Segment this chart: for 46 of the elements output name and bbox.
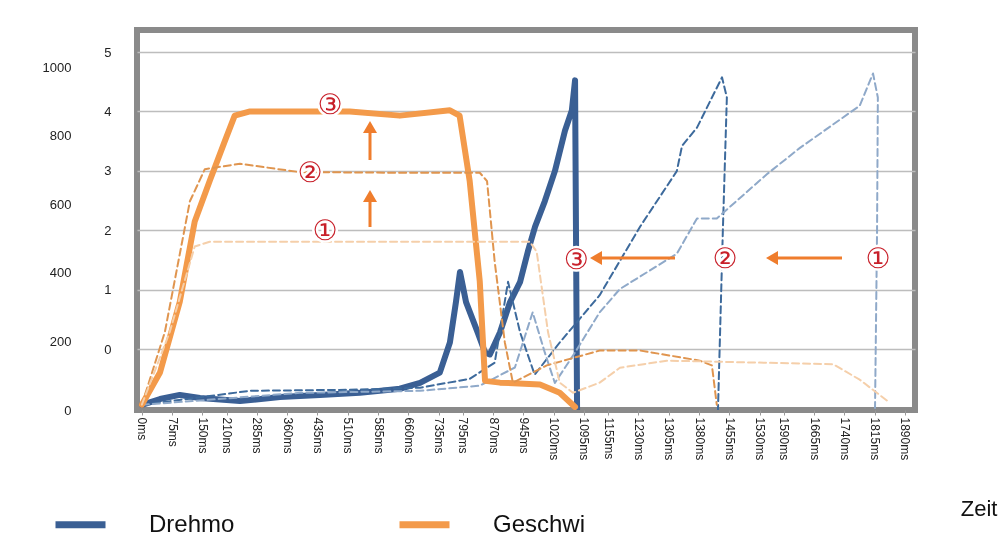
x-tick-label: 585ms [371, 417, 386, 454]
legend-label: Drehmo [149, 509, 235, 537]
line-series [140, 240, 891, 406]
y-tick-label: 1000 [42, 59, 72, 75]
x-tick-label: 1890ms [898, 417, 913, 461]
y2-tick-label: 4 [104, 103, 112, 119]
x-tick-label: 735ms [432, 417, 447, 454]
x-tick-label: 1095ms [577, 417, 592, 461]
x-tick-label: 660ms [401, 417, 416, 454]
x-tick-label: 1230ms [631, 417, 646, 461]
x-tick-label: 0ms [135, 417, 150, 441]
x-tick-label: 1740ms [837, 417, 852, 461]
x-tick-label: 870ms [486, 417, 501, 454]
y2-tick-label: 1 [104, 282, 112, 298]
x-tick-label: 150ms [195, 417, 210, 454]
y2-tick-label: 3 [104, 163, 112, 179]
x-tick-label: 285ms [250, 417, 265, 454]
annotation: ② [712, 241, 738, 275]
x-tick-label: 360ms [280, 417, 295, 454]
y-tick-label: 800 [49, 128, 72, 144]
x-tick-label: 210ms [220, 417, 235, 454]
x-tick-label: 510ms [341, 417, 356, 454]
x-tick-label: 1305ms [662, 417, 677, 461]
x-tick-label: 1380ms [692, 417, 707, 461]
x-tick-label: 435ms [310, 417, 325, 454]
y-tick-label: 600 [49, 196, 72, 212]
annotation: ① [865, 241, 891, 275]
x-tick-label: 1020ms [547, 417, 562, 461]
y-tick-label: 0 [64, 402, 72, 418]
y2-tick-label: 5 [104, 44, 112, 60]
x-tick-label: 945ms [516, 417, 531, 454]
x-tick-label: 1530ms [753, 417, 768, 461]
x-tick-label: 75ms [165, 417, 180, 447]
x-tick-label: 1815ms [868, 417, 883, 461]
y2-tick-label: 2 [104, 222, 112, 238]
x-tick-label: 1155ms [601, 417, 616, 460]
x-tick-label: 1665ms [807, 417, 822, 461]
y2-tick-label: 0 [104, 341, 112, 357]
x-tick-label: 1590ms [777, 417, 792, 461]
annotation: ① [312, 213, 338, 247]
x-tick-label: 1455ms [722, 417, 737, 461]
x-tick-label: 795ms [456, 417, 471, 454]
legend-label: Geschwi [493, 509, 586, 537]
x-axis-title: Zeit [960, 495, 998, 521]
y-tick-label: 400 [49, 265, 72, 281]
y-tick-label: 200 [49, 333, 72, 349]
